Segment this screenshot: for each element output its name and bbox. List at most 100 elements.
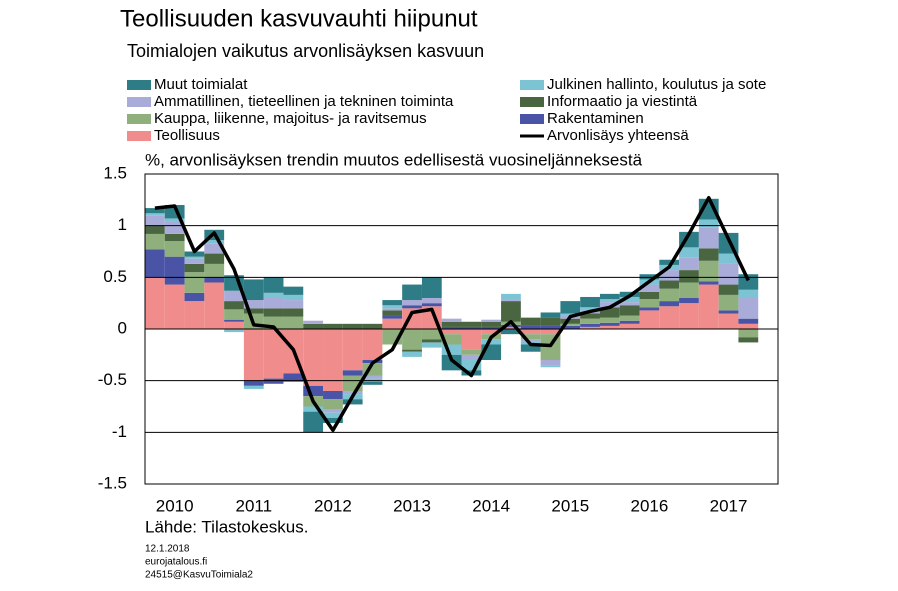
bar-segment xyxy=(164,241,185,257)
bar-segment xyxy=(283,286,304,295)
legend-swatch xyxy=(520,80,544,90)
bar-segment xyxy=(382,308,403,311)
bar-segment xyxy=(461,329,482,350)
bar-segment xyxy=(243,308,264,314)
bar-segment xyxy=(501,324,521,327)
bar-segment xyxy=(481,329,502,335)
bar-segment xyxy=(145,213,165,216)
bar-segment xyxy=(718,294,739,311)
bar-segment xyxy=(362,378,383,382)
bar-segment xyxy=(679,257,699,271)
bar-segment xyxy=(303,385,324,397)
chart-subtitle: Toimialojen vaikutus arvonlisäyksen kasv… xyxy=(127,41,484,61)
bar-segment xyxy=(184,272,205,293)
bar-segment xyxy=(580,307,600,311)
footer: 12.1.2018 xyxy=(145,544,190,555)
y-tick-label: -1 xyxy=(112,422,127,441)
bar-segment xyxy=(204,240,225,244)
bar-segment xyxy=(283,294,304,301)
y-tick-label: 0 xyxy=(118,318,127,337)
bar-segment xyxy=(382,305,403,309)
bar-segment xyxy=(501,301,521,322)
bar-segment xyxy=(145,215,165,226)
bar-segment xyxy=(461,354,482,360)
source: Lähde: Tilastokeskus. xyxy=(145,517,308,536)
bar-segment xyxy=(718,313,739,329)
bar-segment xyxy=(461,349,482,355)
bar-segment xyxy=(599,322,620,326)
bar-segment xyxy=(421,277,442,298)
bar-segment xyxy=(580,296,600,308)
bar-segment xyxy=(659,259,680,265)
bar-segment xyxy=(560,323,581,326)
bar-segment xyxy=(303,329,324,386)
bar-segment xyxy=(679,247,699,258)
bar-segment xyxy=(243,279,264,301)
bar-segment xyxy=(402,284,422,301)
legend-swatch xyxy=(127,80,151,90)
y-tick-label: -1.5 xyxy=(98,473,127,492)
bar-segment xyxy=(204,263,225,278)
bar-segment xyxy=(540,365,561,368)
bar-segment xyxy=(639,284,660,292)
bar-segment xyxy=(441,329,462,335)
bar-segment xyxy=(421,329,442,340)
bar-segment xyxy=(698,227,719,249)
bar-segment xyxy=(224,321,244,329)
bar-segment xyxy=(303,406,324,412)
bar-segment xyxy=(560,313,581,316)
bar-segment xyxy=(738,323,759,329)
bar-segment xyxy=(679,282,699,298)
bar-segment xyxy=(540,317,561,326)
bar-segment xyxy=(599,317,620,323)
bar-segment xyxy=(520,334,541,340)
bar-segment xyxy=(540,360,561,366)
bar-segment xyxy=(184,301,205,329)
bar-segment xyxy=(303,320,324,324)
legend-swatch xyxy=(520,97,544,107)
y-tick-label: 1.5 xyxy=(103,163,127,182)
bar-segment xyxy=(639,310,660,329)
bar-segment xyxy=(501,299,521,302)
bar-segment xyxy=(204,282,225,329)
legend-swatch xyxy=(520,114,544,124)
bar-segment xyxy=(204,277,225,283)
bar-segment xyxy=(540,329,561,335)
bar-segment xyxy=(619,323,640,329)
bar-segment xyxy=(362,375,383,379)
bar-segment xyxy=(560,301,581,314)
bar-segment xyxy=(145,277,165,329)
bar-segment xyxy=(362,381,383,385)
x-tick-label: 2013 xyxy=(393,496,431,515)
bar-segment xyxy=(382,310,403,316)
bar-segment xyxy=(342,370,363,376)
bar-segment xyxy=(738,289,759,298)
bar-segment xyxy=(323,399,343,410)
legend-label: Muut toimialat xyxy=(154,76,248,93)
bar-segment xyxy=(441,334,462,345)
legend-label: Kauppa, liikenne, majoitus- ja ravitsemu… xyxy=(154,110,427,127)
bar-segment xyxy=(421,303,442,307)
bar-segment xyxy=(224,319,244,322)
plot-frame xyxy=(144,173,779,485)
bar-segment xyxy=(283,316,304,329)
bar-segment xyxy=(263,292,284,298)
bar-segment xyxy=(243,300,264,309)
bar-segment xyxy=(599,293,620,300)
bar-segment xyxy=(461,326,482,329)
bar-segment xyxy=(184,263,205,273)
bar-segment xyxy=(718,310,739,314)
bar-segment xyxy=(145,249,165,278)
bar-segment xyxy=(441,326,462,329)
bar-segment xyxy=(698,248,719,261)
bar-segment xyxy=(580,326,600,329)
bar-segment xyxy=(441,354,462,371)
bar-segment xyxy=(718,263,739,285)
legend-label: Rakentaminen xyxy=(547,110,644,127)
y-axis-label: %, arvonlisäyksen trendin muutos edellis… xyxy=(145,150,643,169)
bar-segment xyxy=(659,306,680,329)
bar-segment xyxy=(362,323,383,329)
bar-segment xyxy=(698,284,719,329)
bar-segment xyxy=(501,329,521,335)
bar-segment xyxy=(659,280,680,289)
